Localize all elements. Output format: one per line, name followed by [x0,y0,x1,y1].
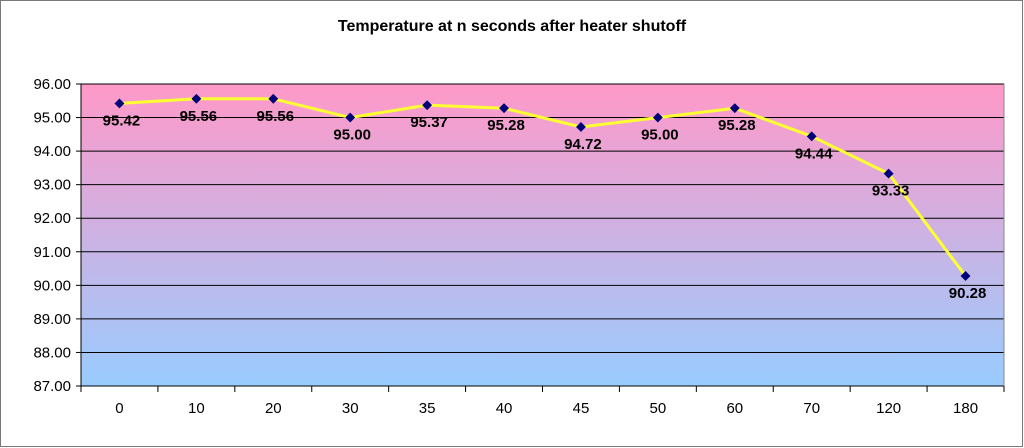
y-tick-label: 95.00 [33,110,71,127]
y-tick-label: 94.00 [33,143,71,160]
data-label: 95.56 [180,108,218,125]
data-label: 95.00 [641,127,679,144]
x-tick-label: 120 [876,400,901,417]
y-tick-label: 96.00 [33,76,71,93]
y-tick-label: 88.00 [33,344,71,361]
y-tick-label: 89.00 [33,311,71,328]
data-label: 95.56 [257,108,295,125]
data-point-marker [652,112,663,123]
data-point-marker [960,270,971,281]
x-tick-label: 40 [496,400,513,417]
data-label: 95.37 [410,114,448,131]
x-tick-label: 0 [115,400,123,417]
data-point-marker [114,98,125,109]
x-tick-label: 35 [419,400,436,417]
data-label: 95.00 [333,127,371,144]
data-label: 94.44 [795,145,833,162]
y-tick-label: 91.00 [33,244,71,261]
data-label: 95.28 [487,117,525,134]
x-tick-label: 45 [573,400,590,417]
y-tick-label: 92.00 [33,210,71,227]
data-label: 93.33 [872,183,910,200]
y-tick-label: 90.00 [33,277,71,294]
y-tick-label: 87.00 [33,378,71,395]
x-tick-label: 10 [188,400,205,417]
x-tick-label: 180 [953,400,978,417]
data-point-marker [806,131,817,142]
x-tick-label: 30 [342,400,359,417]
data-point-marker [883,168,894,179]
data-point-marker [729,103,740,114]
y-tick-label: 93.00 [33,177,71,194]
data-label: 90.28 [949,285,987,302]
data-label: 94.72 [564,136,602,153]
x-tick-label: 50 [650,400,667,417]
chart-title: Temperature at n seconds after heater sh… [337,18,687,35]
series-line [119,97,967,277]
data-label: 95.28 [718,117,756,134]
data-label: 95.42 [103,112,141,129]
data-point-marker [576,122,586,132]
x-tick-label: 60 [726,400,743,417]
data-point-marker [191,93,202,104]
plot-area [81,84,1004,386]
x-tick-label: 70 [803,400,820,417]
x-tick-label: 20 [265,400,282,417]
